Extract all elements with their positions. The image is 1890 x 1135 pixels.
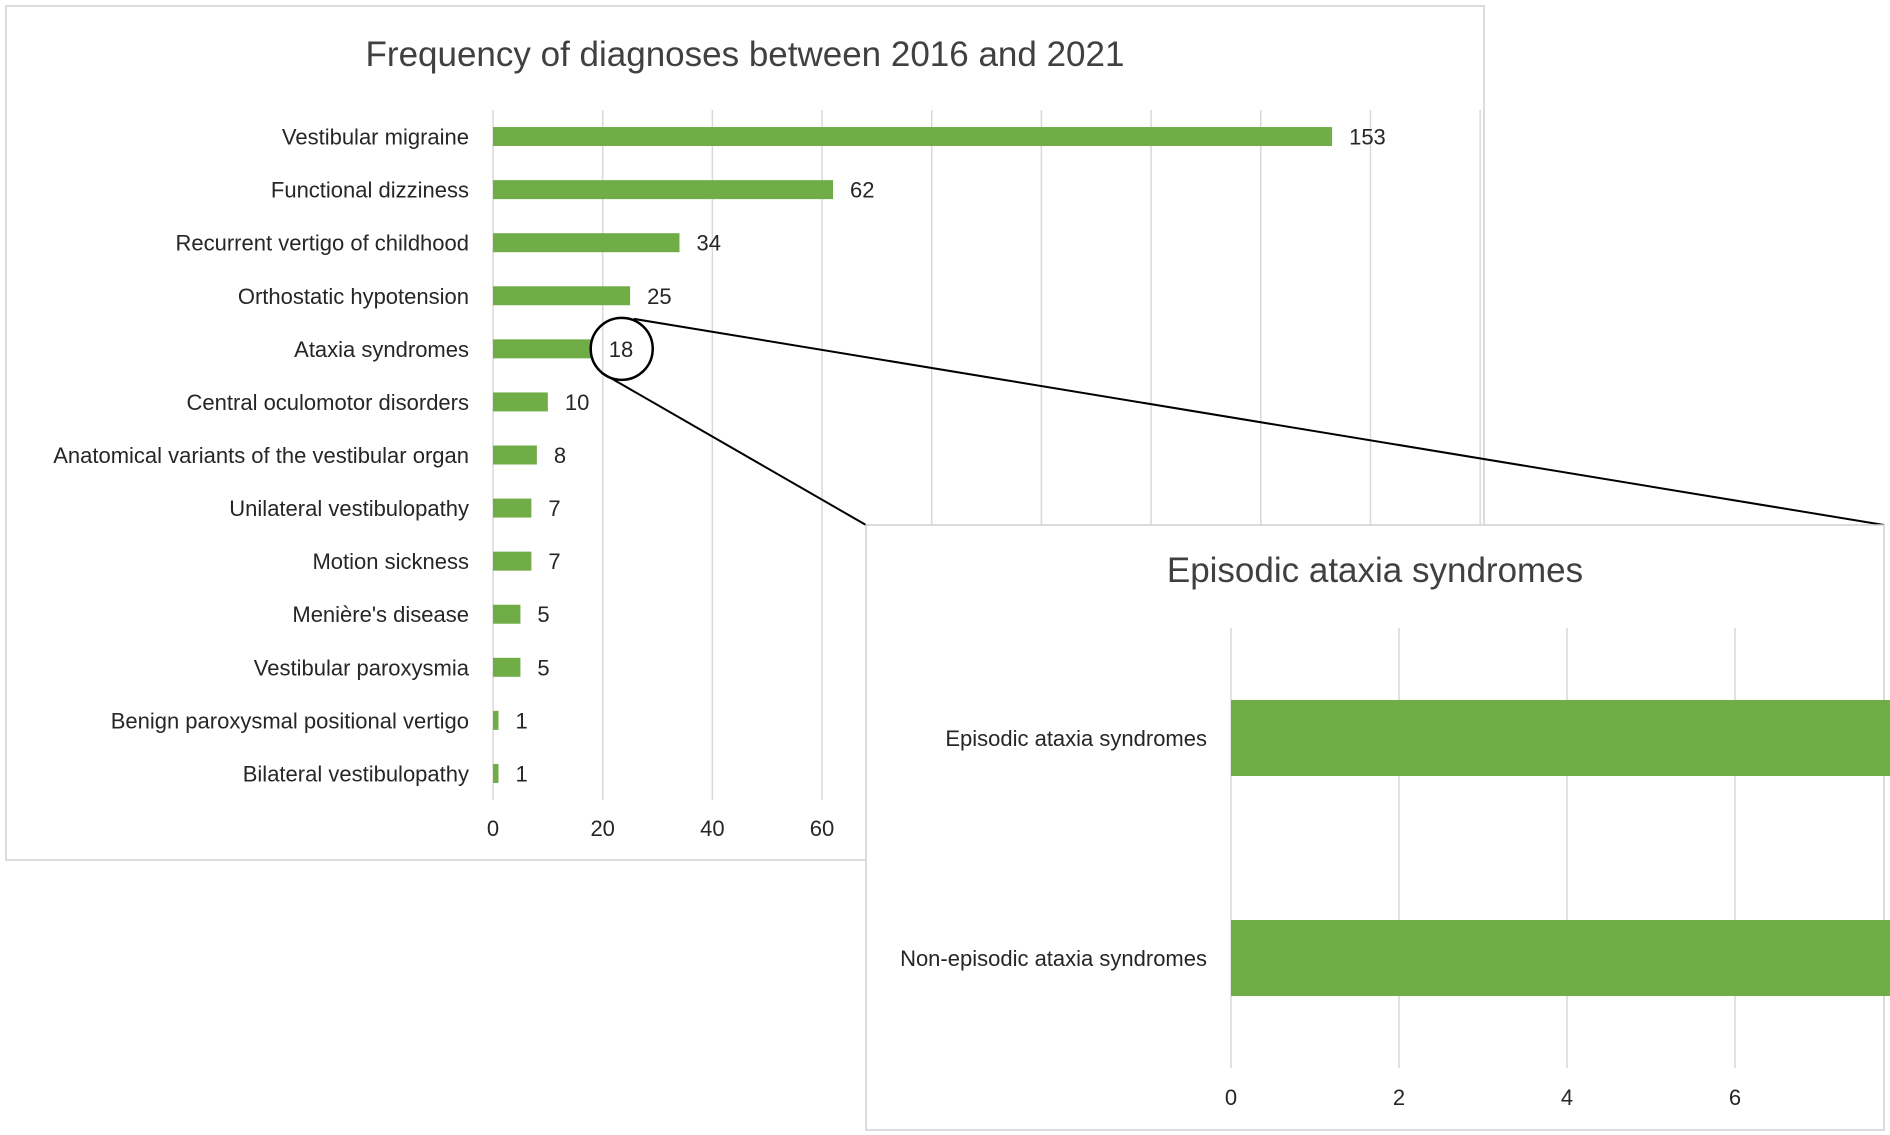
main-x-tick-label-40: 40	[700, 816, 724, 841]
main-value-label-orthostatic-hypotension: 25	[647, 284, 671, 309]
main-bar-bilateral-vestibulopathy	[493, 763, 499, 783]
main-category-label-ataxia-syndromes: Ataxia syndromes	[294, 337, 469, 362]
main-value-label-meni-re-s-disease: 5	[537, 602, 549, 627]
callout-line-lower	[601, 371, 867, 526]
inset-bar-episodic-ataxia-syndromes	[1231, 700, 1890, 776]
main-bar-anatomical-variants-of-the-vestibular-organ	[493, 445, 537, 465]
inset-x-tick-label-6: 6	[1729, 1085, 1741, 1110]
main-category-label-unilateral-vestibulopathy: Unilateral vestibulopathy	[229, 496, 469, 521]
main-bar-orthostatic-hypotension	[493, 286, 631, 306]
main-value-label-motion-sickness: 7	[548, 549, 560, 574]
main-bar-functional-dizziness	[493, 180, 834, 200]
inset-chart-frame	[865, 524, 1885, 1131]
main-chart-title: Frequency of diagnoses between 2016 and …	[366, 35, 1125, 74]
inset-x-tick-label-0: 0	[1225, 1085, 1237, 1110]
callout-line-upper	[633, 317, 1885, 526]
main-category-label-vestibular-migraine: Vestibular migraine	[282, 125, 469, 150]
zoom-callout	[589, 316, 1885, 526]
main-bar-vestibular-paroxysmia	[493, 657, 521, 677]
main-value-label-vestibular-paroxysmia: 5	[537, 655, 549, 680]
main-value-label-central-oculomotor-disorders: 10	[565, 390, 589, 415]
inset-bar-non-episodic-ataxia-syndromes	[1231, 920, 1890, 996]
main-value-label-functional-dizziness: 62	[850, 178, 874, 203]
main-category-label-anatomical-variants-of-the-vestibular-organ: Anatomical variants of the vestibular or…	[53, 443, 469, 468]
main-category-label-orthostatic-hypotension: Orthostatic hypotension	[238, 284, 469, 309]
main-bar-vestibular-migraine	[493, 127, 1333, 147]
main-category-label-vestibular-paroxysmia: Vestibular paroxysmia	[254, 655, 470, 680]
main-bar-recurrent-vertigo-of-childhood	[493, 233, 680, 253]
main-value-label-vestibular-migraine: 153	[1349, 125, 1386, 150]
main-bar-central-oculomotor-disorders	[493, 392, 548, 412]
inset-x-tick-label-4: 4	[1561, 1085, 1573, 1110]
inset-chart: Episodic ataxia syndromes024681012Episod…	[865, 524, 1890, 1131]
main-bar-ataxia-syndromes	[493, 339, 592, 359]
inset-chart-title: Episodic ataxia syndromes	[1167, 551, 1583, 590]
main-value-label-recurrent-vertigo-of-childhood: 34	[696, 231, 720, 256]
main-category-label-central-oculomotor-disorders: Central oculomotor disorders	[187, 390, 469, 415]
main-x-tick-label-0: 0	[487, 816, 499, 841]
main-category-label-benign-paroxysmal-positional-vertigo: Benign paroxysmal positional vertigo	[111, 708, 469, 733]
main-category-label-recurrent-vertigo-of-childhood: Recurrent vertigo of childhood	[176, 231, 470, 256]
main-bar-benign-paroxysmal-positional-vertigo	[493, 710, 499, 730]
inset-x-tick-label-2: 2	[1393, 1085, 1405, 1110]
main-bar-unilateral-vestibulopathy	[493, 498, 532, 518]
main-category-label-meni-re-s-disease: Menière's disease	[292, 602, 469, 627]
inset-category-label-non-episodic-ataxia-syndromes: Non-episodic ataxia syndromes	[900, 946, 1207, 971]
main-value-label-benign-paroxysmal-positional-vertigo: 1	[515, 708, 527, 733]
main-category-label-bilateral-vestibulopathy: Bilateral vestibulopathy	[243, 761, 469, 786]
inset-category-label-episodic-ataxia-syndromes: Episodic ataxia syndromes	[945, 726, 1207, 751]
highlight-circle	[589, 316, 654, 382]
main-category-label-functional-dizziness: Functional dizziness	[271, 178, 469, 203]
main-bar-motion-sickness	[493, 551, 532, 571]
main-value-label-bilateral-vestibulopathy: 1	[515, 761, 527, 786]
main-category-label-motion-sickness: Motion sickness	[312, 549, 469, 574]
main-value-label-unilateral-vestibulopathy: 7	[548, 496, 560, 521]
main-x-tick-label-20: 20	[590, 816, 614, 841]
main-chart: Frequency of diagnoses between 2016 and …	[5, 5, 1485, 861]
main-value-label-anatomical-variants-of-the-vestibular-organ: 8	[554, 443, 566, 468]
main-bar-meni-re-s-disease	[493, 604, 521, 624]
main-x-tick-label-60: 60	[810, 816, 834, 841]
main-value-label-ataxia-syndromes: 18	[609, 337, 633, 362]
